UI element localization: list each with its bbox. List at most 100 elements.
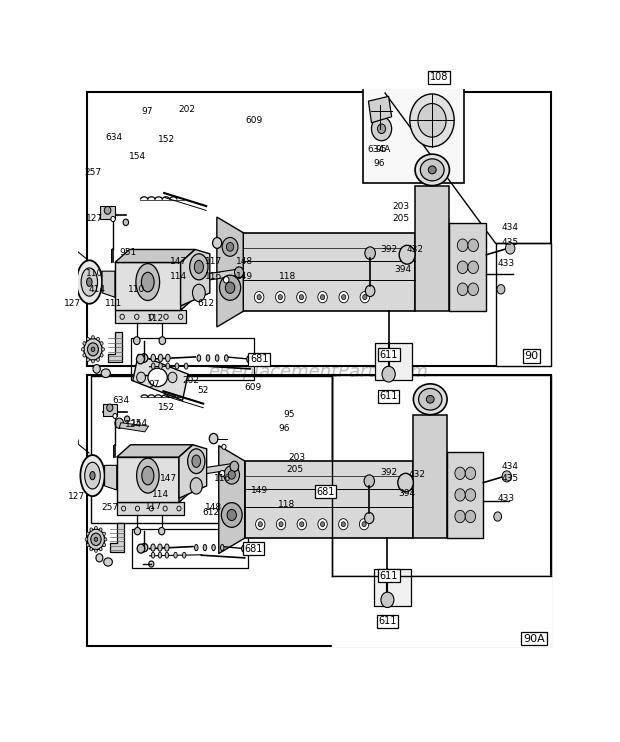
Text: 394: 394 xyxy=(399,489,415,498)
Polygon shape xyxy=(415,186,450,312)
Polygon shape xyxy=(245,461,414,538)
Circle shape xyxy=(339,292,348,303)
Text: 612: 612 xyxy=(198,299,215,308)
Ellipse shape xyxy=(158,552,162,558)
Text: 117: 117 xyxy=(145,502,162,510)
Circle shape xyxy=(458,261,468,274)
Ellipse shape xyxy=(197,355,201,361)
Polygon shape xyxy=(115,249,195,263)
Ellipse shape xyxy=(215,355,219,361)
Ellipse shape xyxy=(427,395,434,403)
Circle shape xyxy=(125,416,130,422)
Circle shape xyxy=(90,528,92,531)
Circle shape xyxy=(299,295,304,300)
Text: 681: 681 xyxy=(244,544,262,554)
Polygon shape xyxy=(119,423,149,432)
Ellipse shape xyxy=(174,552,177,558)
Ellipse shape xyxy=(212,545,215,551)
Circle shape xyxy=(86,543,89,547)
Ellipse shape xyxy=(159,363,162,369)
Circle shape xyxy=(418,104,446,137)
Text: 118: 118 xyxy=(279,272,296,281)
Text: 147: 147 xyxy=(170,257,187,266)
Text: 127: 127 xyxy=(86,214,104,223)
Circle shape xyxy=(135,528,141,535)
Polygon shape xyxy=(447,452,484,538)
Circle shape xyxy=(299,522,304,527)
Circle shape xyxy=(95,549,97,552)
Ellipse shape xyxy=(142,467,154,485)
Circle shape xyxy=(363,295,367,300)
Circle shape xyxy=(115,418,123,428)
Ellipse shape xyxy=(221,545,224,551)
Circle shape xyxy=(258,522,262,527)
Circle shape xyxy=(68,243,74,250)
Ellipse shape xyxy=(136,458,159,493)
Polygon shape xyxy=(368,96,392,122)
Circle shape xyxy=(112,409,118,415)
Bar xyxy=(131,338,254,380)
Circle shape xyxy=(342,295,346,300)
Circle shape xyxy=(465,467,476,479)
Circle shape xyxy=(365,513,374,524)
Text: 202: 202 xyxy=(182,376,199,385)
Polygon shape xyxy=(102,271,115,298)
Text: 432: 432 xyxy=(407,245,423,254)
Text: 127: 127 xyxy=(68,492,86,501)
Ellipse shape xyxy=(165,552,169,558)
Circle shape xyxy=(149,561,154,567)
Circle shape xyxy=(455,467,465,479)
Text: 681: 681 xyxy=(316,487,335,497)
Circle shape xyxy=(378,124,386,134)
Ellipse shape xyxy=(414,384,447,415)
Text: 154: 154 xyxy=(131,418,148,428)
Circle shape xyxy=(296,292,306,303)
Ellipse shape xyxy=(192,284,205,301)
Circle shape xyxy=(398,473,414,492)
Circle shape xyxy=(321,295,325,300)
Ellipse shape xyxy=(101,369,110,378)
Text: 612: 612 xyxy=(202,508,219,517)
Text: 434: 434 xyxy=(502,223,518,232)
Circle shape xyxy=(341,522,345,527)
Circle shape xyxy=(275,292,285,303)
Circle shape xyxy=(224,277,229,283)
Polygon shape xyxy=(110,523,123,552)
Ellipse shape xyxy=(203,545,206,551)
Text: 117: 117 xyxy=(205,257,222,266)
Bar xyxy=(87,375,551,646)
Ellipse shape xyxy=(182,552,186,558)
Polygon shape xyxy=(217,217,243,327)
Ellipse shape xyxy=(194,260,203,273)
Text: 95: 95 xyxy=(376,145,387,154)
Circle shape xyxy=(502,471,512,482)
Circle shape xyxy=(455,510,465,522)
Ellipse shape xyxy=(87,529,105,550)
Ellipse shape xyxy=(81,455,105,496)
Ellipse shape xyxy=(148,368,167,387)
Ellipse shape xyxy=(415,154,450,186)
Circle shape xyxy=(100,341,103,345)
Polygon shape xyxy=(180,249,210,306)
Polygon shape xyxy=(115,310,186,324)
Text: 611: 611 xyxy=(379,391,398,401)
Circle shape xyxy=(468,283,479,295)
Circle shape xyxy=(494,512,502,521)
Text: 257: 257 xyxy=(85,168,102,177)
Text: 149: 149 xyxy=(250,485,268,495)
Circle shape xyxy=(365,247,376,260)
Circle shape xyxy=(137,544,144,553)
Circle shape xyxy=(103,543,105,547)
Ellipse shape xyxy=(188,449,205,473)
Text: 205: 205 xyxy=(392,214,409,223)
Ellipse shape xyxy=(104,558,112,566)
Text: 202: 202 xyxy=(179,105,195,114)
Circle shape xyxy=(102,347,105,351)
Text: 611: 611 xyxy=(378,617,397,626)
Polygon shape xyxy=(243,233,415,312)
Text: 681: 681 xyxy=(250,354,268,364)
Circle shape xyxy=(468,239,479,252)
Circle shape xyxy=(149,372,154,378)
Circle shape xyxy=(141,354,148,362)
Ellipse shape xyxy=(90,471,95,480)
